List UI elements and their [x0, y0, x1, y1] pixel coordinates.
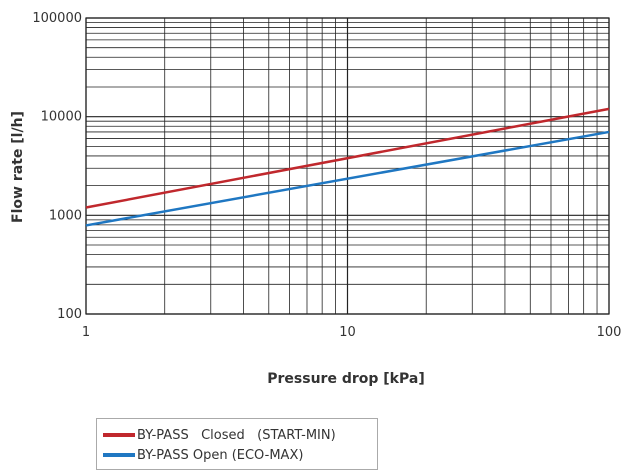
x-tick-label: 100 [597, 325, 622, 340]
x-axis-title: Pressure drop [kPa] [267, 371, 424, 387]
y-tick-label: 1000 [49, 208, 82, 223]
legend-item-closed: BY-PASS Closed (START-MIN) [103, 426, 336, 444]
x-tick-labels: 1 10 100 [82, 325, 622, 340]
y-tick-label: 100000 [32, 11, 82, 26]
plot-frame [85, 17, 610, 315]
x-tick-label: 10 [339, 325, 356, 340]
legend-swatch-closed [103, 433, 135, 437]
legend-label-open: BY-PASS Open (ECO-MAX) [137, 447, 304, 463]
y-axis-title: Flow rate [l/h] [10, 111, 26, 223]
x-tick-label: 1 [82, 325, 90, 340]
legend-swatch-open [103, 453, 135, 457]
series-line-1 [85, 130, 610, 227]
series-lines [85, 107, 610, 227]
y-tick-labels: 100 1000 10000 100000 [32, 11, 82, 322]
legend-label-closed: BY-PASS Closed (START-MIN) [137, 427, 336, 443]
series-line-0 [85, 107, 610, 209]
legend-item-open: BY-PASS Open (ECO-MAX) [103, 446, 303, 464]
grid [85, 17, 610, 315]
y-tick-label: 10000 [41, 110, 82, 125]
legend: BY-PASS Closed (START-MIN) BY-PASS Open … [96, 418, 378, 470]
y-tick-label: 100 [57, 307, 82, 322]
